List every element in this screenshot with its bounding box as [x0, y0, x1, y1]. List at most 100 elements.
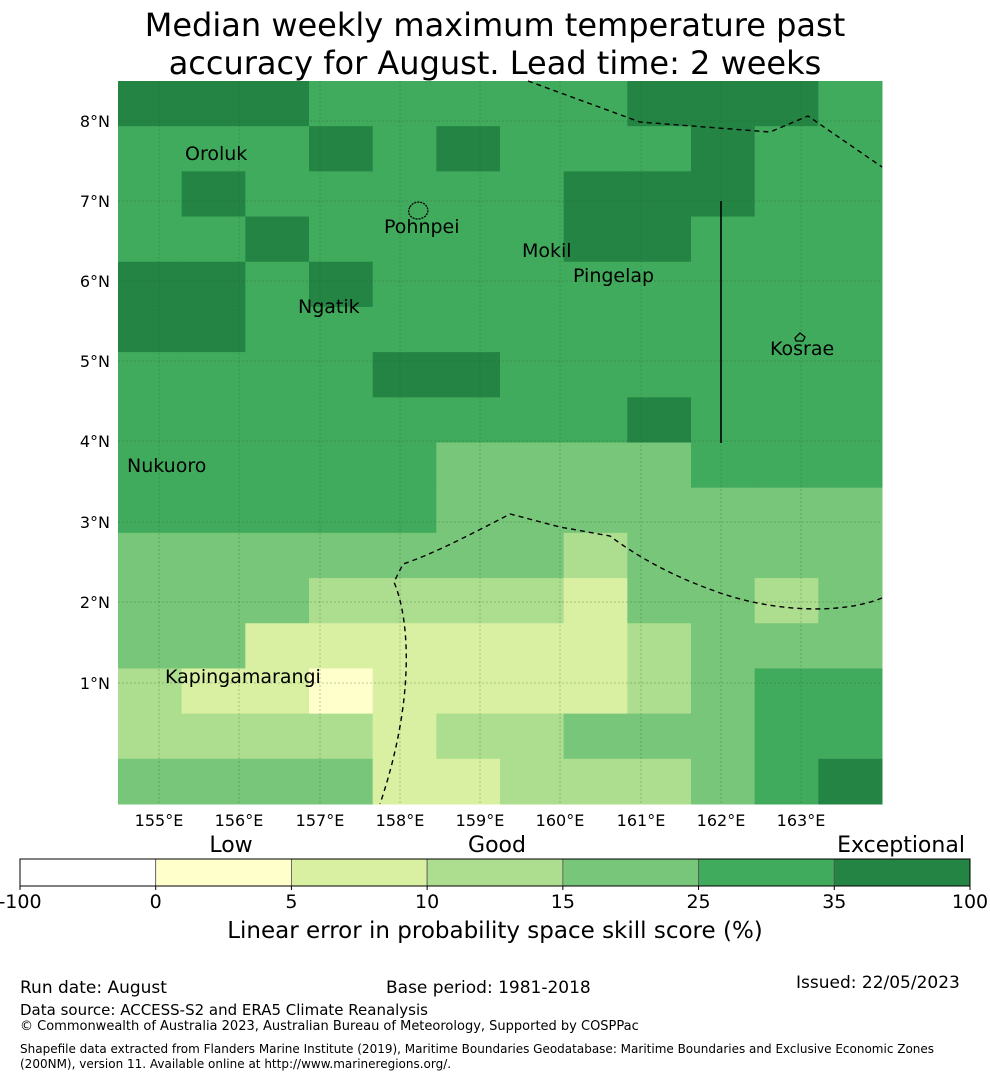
title-line-2: accuracy for August. Lead time: 2 weeks	[168, 44, 822, 82]
grid-cell	[563, 216, 628, 263]
grid-cell	[436, 352, 501, 398]
grid-cell	[118, 713, 183, 760]
grid-cell	[563, 532, 628, 579]
grid-cell	[818, 758, 883, 805]
grid-cell	[754, 126, 819, 172]
grid-cell	[372, 171, 437, 218]
longitude-ticks: 155°E 156°E 157°E 158°E 159°E 160°E 161°E 162°E…	[135, 811, 826, 830]
grid-cell	[818, 352, 883, 398]
grid-cell	[563, 171, 628, 218]
shapefile-credit-line-1: Shapefile data extracted from Flanders M…	[20, 1042, 935, 1056]
grid-cell	[691, 81, 756, 127]
place-label: Oroluk	[185, 143, 247, 165]
grid-cell	[563, 758, 628, 805]
grid-cell	[118, 306, 183, 353]
grid-cell	[500, 623, 565, 669]
colorbar-tick-label: 10	[415, 891, 439, 913]
colorbar-tick-label: 0	[150, 891, 162, 913]
grid-cell	[245, 81, 310, 127]
grid-cell	[245, 126, 310, 172]
grid-cell	[754, 261, 819, 308]
grid-cell	[627, 171, 692, 218]
lat-tick-label: 4°N	[80, 432, 110, 451]
grid-cell	[627, 216, 692, 263]
grid-cell	[118, 578, 183, 624]
grid-cell	[372, 397, 437, 443]
grid-cell	[309, 352, 374, 398]
grid-cell	[500, 487, 565, 534]
grid-cell	[627, 532, 692, 579]
colorbar-ticks: -100 0 5 10 15 25 35 100	[0, 886, 988, 913]
grid-cell	[754, 306, 819, 353]
grid-cell	[818, 171, 883, 218]
grid-cell	[691, 306, 756, 353]
grid-cell	[118, 758, 183, 805]
grid-cell	[436, 306, 501, 353]
grid-cell	[627, 487, 692, 534]
place-label: Nukuoro	[127, 455, 206, 477]
lon-tick-label: 155°E	[135, 811, 184, 830]
grid-cell	[436, 668, 501, 715]
place-label: Pingelap	[573, 265, 654, 287]
grid-cell	[181, 713, 246, 760]
grid-cell	[181, 352, 246, 398]
grid-cell	[691, 623, 756, 669]
grid-cell	[627, 261, 692, 308]
grid-cell	[754, 216, 819, 263]
colorbar-tick-label: 35	[822, 891, 846, 913]
lat-tick-label: 3°N	[80, 513, 110, 532]
grid-cell	[563, 578, 628, 624]
page-title: Median weekly maximum temperature past a…	[0, 6, 990, 82]
grid-cell	[500, 171, 565, 218]
grid-cell	[309, 171, 374, 218]
issued-date: Issued: 22/05/2023	[796, 973, 960, 993]
grid-cell	[245, 442, 310, 489]
grid-cell	[181, 532, 246, 579]
grid-cell	[436, 397, 501, 443]
grid-cell	[818, 442, 883, 489]
skill-grid	[118, 81, 883, 805]
grid-cell	[563, 487, 628, 534]
lon-tick-label: 157°E	[296, 811, 345, 830]
grid-cell	[691, 261, 756, 308]
base-period: Base period: 1981-2018	[386, 978, 591, 998]
grid-cell	[181, 261, 246, 308]
colorbar-tick-label: 100	[952, 891, 988, 913]
grid-cell	[500, 532, 565, 579]
grid-cell	[691, 487, 756, 534]
grid-cell	[500, 578, 565, 624]
colorbar-category-label: Exceptional	[837, 833, 965, 858]
colorbar-category-label: Low	[209, 833, 252, 858]
grid-cell	[754, 352, 819, 398]
grid-cell	[245, 487, 310, 534]
grid-cell	[754, 668, 819, 715]
grid-cell	[818, 126, 883, 172]
grid-cell	[818, 532, 883, 579]
grid-cell	[500, 126, 565, 172]
grid-cell	[436, 171, 501, 218]
grid-cell	[691, 713, 756, 760]
grid-cell	[118, 261, 183, 308]
grid-cell	[118, 532, 183, 579]
islands	[408, 201, 806, 342]
grid-cell	[436, 81, 501, 127]
grid-cell	[563, 352, 628, 398]
boundary-south-arc	[379, 513, 883, 805]
grid-cell	[309, 397, 374, 443]
grid-cell	[245, 261, 310, 308]
grid-cell	[181, 668, 246, 715]
lon-tick-label: 158°E	[376, 811, 425, 830]
colorbar-segment	[155, 858, 292, 887]
colorbar-frame	[19, 858, 971, 887]
grid-cell	[118, 171, 183, 218]
grid-cell	[754, 578, 819, 624]
grid-cell	[309, 713, 374, 760]
grid-cell	[691, 171, 756, 218]
grid-cell	[818, 668, 883, 715]
grid-cell	[500, 758, 565, 805]
grid-cell	[436, 758, 501, 805]
grid-cell	[500, 81, 565, 127]
grid-cell	[181, 216, 246, 263]
place-label: Mokil	[522, 240, 572, 262]
